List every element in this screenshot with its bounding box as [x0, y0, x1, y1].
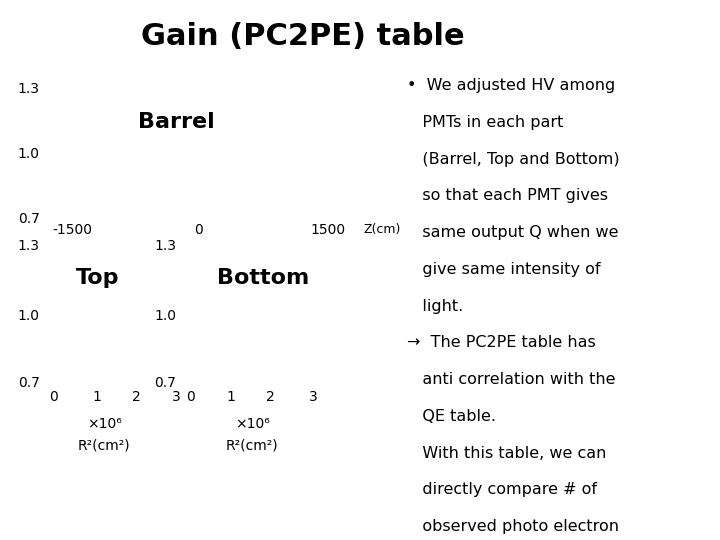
Text: 0.7: 0.7	[18, 376, 40, 390]
Text: Z(cm): Z(cm)	[364, 223, 401, 236]
Text: same output Q when we: same output Q when we	[407, 225, 618, 240]
Text: 1: 1	[93, 390, 102, 404]
Text: observed photo electron: observed photo electron	[407, 519, 618, 534]
Text: 1.3: 1.3	[17, 239, 40, 253]
Text: 0: 0	[50, 390, 58, 404]
Text: Barrel: Barrel	[138, 111, 215, 132]
Text: 0.7: 0.7	[18, 212, 40, 226]
Text: light.: light.	[407, 299, 463, 314]
Text: 0.7: 0.7	[155, 376, 176, 390]
Text: ×10⁶: ×10⁶	[235, 417, 269, 431]
Text: ×10⁶: ×10⁶	[87, 417, 122, 431]
Text: 1: 1	[226, 390, 235, 404]
Text: -1500: -1500	[52, 222, 92, 237]
Text: R²(cm²): R²(cm²)	[225, 438, 279, 453]
Text: 1.3: 1.3	[17, 82, 40, 96]
Text: 1.0: 1.0	[17, 309, 40, 323]
Text: 1500: 1500	[310, 222, 345, 237]
Text: so that each PMT gives: so that each PMT gives	[407, 188, 608, 204]
Text: directly compare # of: directly compare # of	[407, 482, 597, 497]
Text: 2: 2	[132, 390, 141, 404]
Text: 0: 0	[194, 222, 202, 237]
Text: (Barrel, Top and Bottom): (Barrel, Top and Bottom)	[407, 152, 619, 167]
Text: 0: 0	[186, 390, 195, 404]
Text: Top: Top	[76, 268, 119, 288]
Text: With this table, we can: With this table, we can	[407, 446, 606, 461]
Text: give same intensity of: give same intensity of	[407, 262, 600, 277]
Text: 3: 3	[309, 390, 318, 404]
Text: Gain (PC2PE) table: Gain (PC2PE) table	[140, 22, 464, 51]
Text: R²(cm²): R²(cm²)	[78, 438, 131, 453]
Text: 1.0: 1.0	[17, 147, 40, 161]
Text: 3: 3	[172, 390, 181, 404]
Text: 1.0: 1.0	[154, 309, 176, 323]
Text: 2: 2	[266, 390, 274, 404]
Text: QE table.: QE table.	[407, 409, 496, 424]
Text: PMTs in each part: PMTs in each part	[407, 115, 563, 130]
Text: →  The PC2PE table has: → The PC2PE table has	[407, 335, 595, 350]
Text: 1.3: 1.3	[154, 239, 176, 253]
Text: •  We adjusted HV among: • We adjusted HV among	[407, 78, 615, 93]
Text: Bottom: Bottom	[217, 268, 309, 288]
Text: anti correlation with the: anti correlation with the	[407, 372, 616, 387]
